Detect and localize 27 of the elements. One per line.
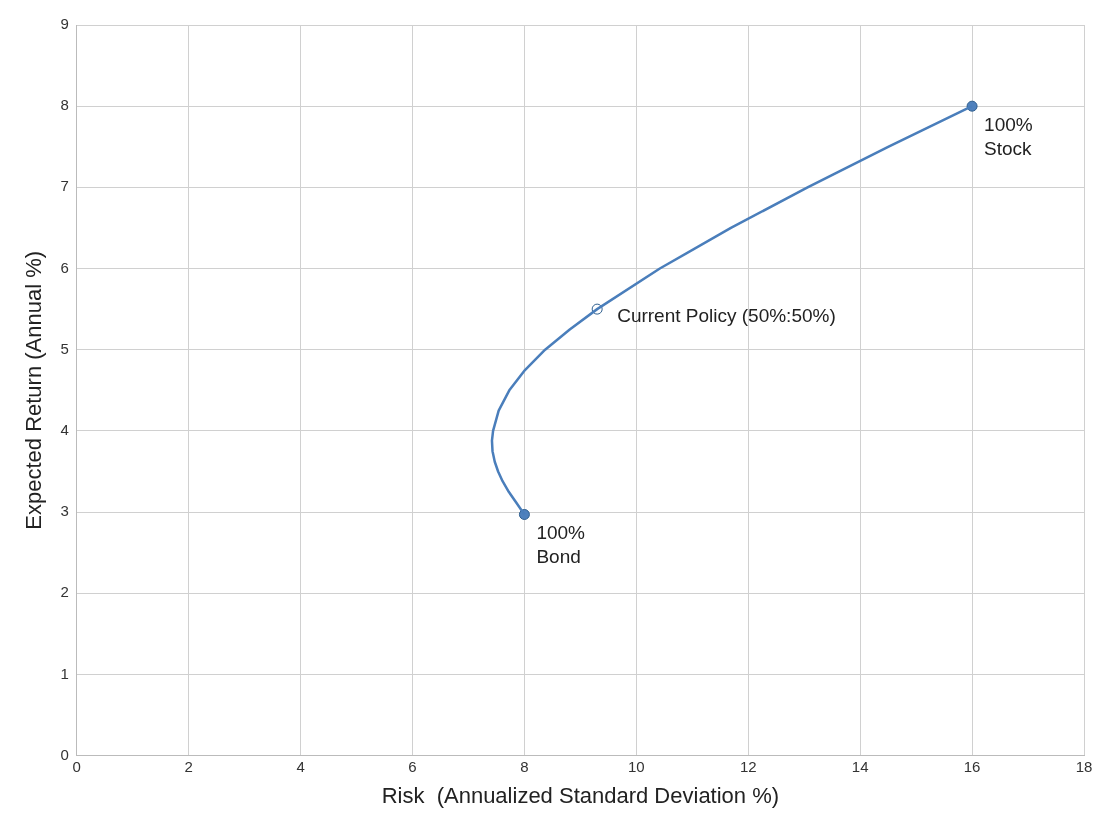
y-tick-label: 7 — [60, 177, 69, 195]
x-tick-label: 4 — [296, 757, 305, 775]
annotation: 100% Bond — [536, 522, 586, 568]
y-axis-title: Expected Return (Annual %) — [21, 250, 47, 530]
y-tick-label: 6 — [60, 258, 69, 276]
y-tick-label: 3 — [60, 502, 69, 520]
x-axis-title: Risk (Annualized Standard Deviation %) — [381, 782, 780, 808]
x-tick-label: 16 — [963, 757, 981, 775]
x-tick-label: 2 — [184, 757, 193, 775]
y-tick-label: 2 — [60, 583, 69, 601]
x-tick-label: 12 — [739, 757, 757, 775]
x-tick-label: 14 — [851, 757, 869, 775]
x-tick-label: 18 — [1075, 757, 1093, 775]
y-tick-label: 8 — [60, 96, 69, 114]
point — [518, 509, 530, 520]
annotation: Current Policy (50%:50%) — [617, 305, 836, 327]
y-tick-label: 1 — [60, 664, 69, 682]
point — [966, 100, 978, 112]
y-tick-label: 4 — [60, 421, 69, 439]
y-tick-label: 0 — [60, 745, 69, 763]
x-tick-label: 0 — [72, 757, 81, 775]
y-tick-label: 9 — [60, 15, 69, 33]
y-tick-label: 5 — [60, 339, 69, 357]
x-tick-label: 8 — [520, 757, 529, 775]
x-tick-label: 10 — [627, 757, 645, 775]
x-tick-label: 6 — [408, 757, 417, 775]
annotation: 100% Stock — [984, 113, 1033, 159]
